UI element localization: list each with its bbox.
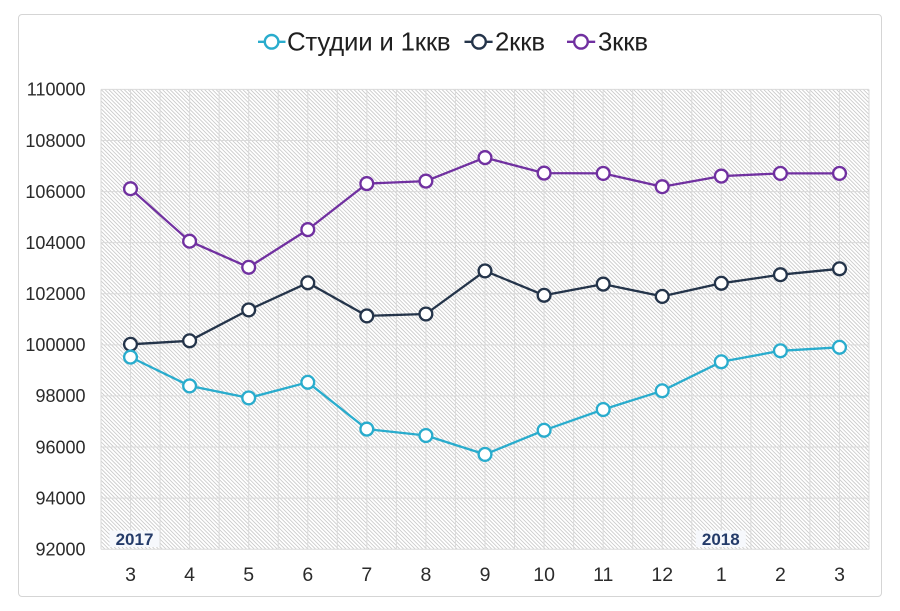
svg-text:2018: 2018 xyxy=(702,530,740,549)
svg-text:8: 8 xyxy=(420,564,431,586)
svg-text:5: 5 xyxy=(243,564,254,586)
svg-text:7: 7 xyxy=(361,564,372,586)
svg-text:Студии и 1ккв: Студии и 1ккв xyxy=(287,28,450,56)
svg-text:3: 3 xyxy=(834,564,845,586)
svg-text:4: 4 xyxy=(184,564,195,586)
svg-text:6: 6 xyxy=(302,564,313,586)
svg-text:2ккв: 2ккв xyxy=(495,28,545,56)
svg-text:9: 9 xyxy=(480,564,491,586)
svg-text:100000: 100000 xyxy=(25,335,85,355)
svg-text:94000: 94000 xyxy=(35,488,85,508)
svg-text:104000: 104000 xyxy=(25,233,85,253)
svg-text:106000: 106000 xyxy=(25,182,85,202)
svg-text:2017: 2017 xyxy=(116,530,154,549)
svg-text:2: 2 xyxy=(775,564,786,586)
svg-text:96000: 96000 xyxy=(35,437,85,457)
svg-text:11: 11 xyxy=(593,564,613,586)
svg-text:10: 10 xyxy=(533,564,555,586)
svg-text:3: 3 xyxy=(125,564,136,586)
svg-text:3ккв: 3ккв xyxy=(598,28,648,56)
svg-text:110000: 110000 xyxy=(27,80,86,100)
svg-text:12: 12 xyxy=(651,564,673,586)
svg-text:1: 1 xyxy=(716,564,727,586)
svg-text:102000: 102000 xyxy=(25,284,85,304)
svg-text:98000: 98000 xyxy=(35,386,85,406)
svg-text:92000: 92000 xyxy=(35,540,85,560)
svg-text:108000: 108000 xyxy=(25,131,85,151)
